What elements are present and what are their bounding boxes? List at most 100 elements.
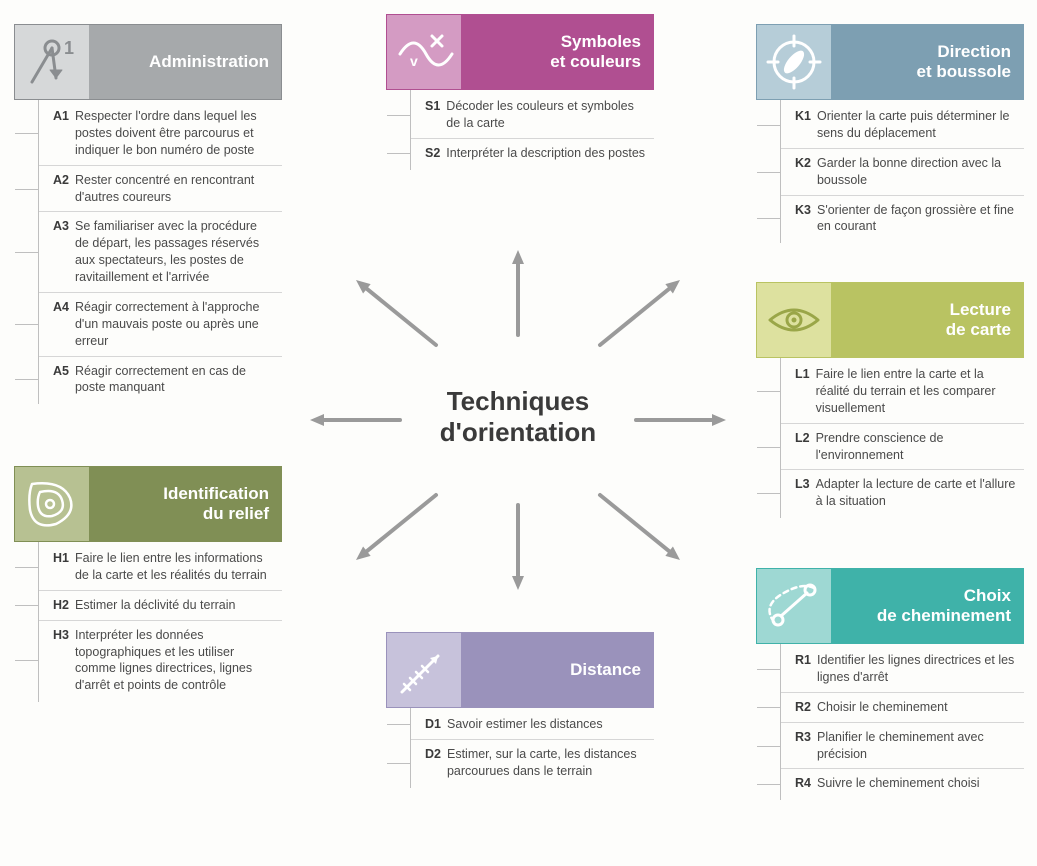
ruler-icon	[387, 633, 461, 707]
item-text: Se familiariser avec la procédure de dép…	[75, 218, 274, 286]
list-item: R2 Choisir le cheminement	[781, 693, 1024, 723]
item-code: H1	[53, 550, 69, 584]
list-item: R4 Suivre le cheminement choisi	[781, 769, 1024, 798]
list-item: S1Décoder les couleurs et symboles de la…	[411, 92, 654, 139]
item-text: Décoder les couleurs et symboles de la c…	[446, 98, 646, 132]
block-reading-header: Lecturede carte	[756, 282, 1024, 358]
block-admin-title: Administration	[89, 25, 281, 99]
item-code: L3	[795, 476, 810, 510]
block-relief-header: Identificationdu relief	[14, 466, 282, 542]
item-code: L1	[795, 366, 810, 417]
item-text: Suivre le cheminement choisi	[817, 775, 1016, 792]
item-code: H2	[53, 597, 69, 614]
admin-icon	[15, 25, 89, 99]
list-item: A3Se familiariser avec la procédure de d…	[39, 212, 282, 293]
block-relief-items: H1Faire le lien entre les informations d…	[38, 542, 282, 702]
item-text: Faire le lien entre les informations de …	[75, 550, 274, 584]
item-text: Interpréter les données topographiques e…	[75, 627, 274, 695]
block-reading-title: Lecturede carte	[831, 283, 1023, 357]
compass-icon	[757, 25, 831, 99]
block-symbols-header: Symboleset couleurs	[386, 14, 654, 90]
item-text: Choisir le cheminement	[817, 699, 1016, 716]
list-item: A1Respecter l'ordre dans lequel les post…	[39, 102, 282, 166]
block-route: Choixde cheminementR1Identifier les lign…	[756, 568, 1024, 800]
list-item: K1Orienter la carte puis déterminer le s…	[781, 102, 1024, 149]
item-text: Adapter la lecture de carte et l'allure …	[816, 476, 1016, 510]
item-text: S'orienter de façon grossière et fine en…	[817, 202, 1016, 236]
block-relief-title: Identificationdu relief	[89, 467, 281, 541]
item-text: Réagir correctement à l'approche d'un ma…	[75, 299, 274, 350]
route-icon	[757, 569, 831, 643]
item-code: S1	[425, 98, 440, 132]
item-text: Identifier les lignes directrices et les…	[817, 652, 1016, 686]
item-text: Garder la bonne direction avec la bousso…	[817, 155, 1016, 189]
block-distance-items: D1 Savoir estimer les distances D2Estimer,…	[410, 708, 654, 788]
item-code: D2	[425, 746, 441, 780]
list-item: K3S'orienter de façon grossière et fine …	[781, 196, 1024, 242]
list-item: R1Identifier les lignes directrices et l…	[781, 646, 1024, 693]
list-item: L1Faire le lien entre la carte et la réa…	[781, 360, 1024, 424]
contour-icon	[15, 467, 89, 541]
list-item: A2Rester concentré en rencontrant d'autr…	[39, 166, 282, 213]
block-reading: Lecturede carteL1Faire le lien entre la …	[756, 282, 1024, 518]
item-code: A4	[53, 299, 69, 350]
block-route-items: R1Identifier les lignes directrices et l…	[780, 644, 1024, 800]
block-distance-title: Distance	[461, 633, 653, 707]
item-code: R4	[795, 775, 811, 792]
list-item: K2Garder la bonne direction avec la bous…	[781, 149, 1024, 196]
item-code: R1	[795, 652, 811, 686]
block-compass-items: K1Orienter la carte puis déterminer le s…	[780, 100, 1024, 243]
center-title-line1: Techniques	[447, 386, 590, 416]
item-text: Estimer, sur la carte, les distances par…	[447, 746, 646, 780]
item-code: H3	[53, 627, 69, 695]
item-code: R2	[795, 699, 811, 716]
list-item: D2Estimer, sur la carte, les distances p…	[411, 740, 654, 786]
list-item: A4Réagir correctement à l'approche d'un …	[39, 293, 282, 357]
eye-icon	[757, 283, 831, 357]
block-admin-header: Administration	[14, 24, 282, 100]
item-code: R3	[795, 729, 811, 763]
list-item: A5Réagir correctement en cas de poste ma…	[39, 357, 282, 403]
item-code: K1	[795, 108, 811, 142]
block-compass-title: Directionet boussole	[831, 25, 1023, 99]
list-item: S2 Interpréter la description des postes	[411, 139, 654, 168]
center-title: Techniques d'orientation	[398, 386, 638, 448]
item-code: K2	[795, 155, 811, 189]
block-distance-header: Distance	[386, 632, 654, 708]
symbols-icon	[387, 15, 461, 89]
item-text: Planifier le cheminement avec précision	[817, 729, 1016, 763]
block-admin: AdministrationA1Respecter l'ordre dans l…	[14, 24, 282, 404]
block-admin-items: A1Respecter l'ordre dans lequel les post…	[38, 100, 282, 404]
block-symbols: Symboleset couleursS1Décoder les couleur…	[386, 14, 654, 170]
block-route-title: Choixde cheminement	[831, 569, 1023, 643]
center-title-line2: d'orientation	[440, 417, 596, 447]
list-item: R3Planifier le cheminement avec précisio…	[781, 723, 1024, 770]
block-reading-items: L1Faire le lien entre la carte et la réa…	[780, 358, 1024, 518]
item-text: Prendre conscience de l'environnement	[816, 430, 1016, 464]
item-code: D1	[425, 716, 441, 733]
block-compass: Directionet boussoleK1Orienter la carte …	[756, 24, 1024, 243]
item-text: Rester concentré en rencontrant d'autres…	[75, 172, 274, 206]
block-distance: Distance D1 Savoir estimer les distances D2…	[386, 632, 654, 788]
list-item: L3Adapter la lecture de carte et l'allur…	[781, 470, 1024, 516]
item-text: Interpréter la description des postes	[446, 145, 646, 162]
list-item: L2Prendre conscience de l'environnement	[781, 424, 1024, 471]
block-symbols-title: Symboleset couleurs	[461, 15, 653, 89]
item-code: A1	[53, 108, 69, 159]
item-code: K3	[795, 202, 811, 236]
block-compass-header: Directionet boussole	[756, 24, 1024, 100]
list-item: H2 Estimer la déclivité du terrain	[39, 591, 282, 621]
block-symbols-items: S1Décoder les couleurs et symboles de la…	[410, 90, 654, 170]
item-code: L2	[795, 430, 810, 464]
item-text: Orienter la carte puis déterminer le sen…	[817, 108, 1016, 142]
list-item: D1 Savoir estimer les distances	[411, 710, 654, 740]
item-text: Savoir estimer les distances	[447, 716, 646, 733]
block-route-header: Choixde cheminement	[756, 568, 1024, 644]
item-text: Estimer la déclivité du terrain	[75, 597, 274, 614]
item-code: S2	[425, 145, 440, 162]
item-text: Réagir correctement en cas de poste manq…	[75, 363, 274, 397]
item-code: A5	[53, 363, 69, 397]
item-text: Respecter l'ordre dans lequel les postes…	[75, 108, 274, 159]
block-relief: Identificationdu reliefH1Faire le lien e…	[14, 466, 282, 702]
item-text: Faire le lien entre la carte et la réali…	[816, 366, 1016, 417]
